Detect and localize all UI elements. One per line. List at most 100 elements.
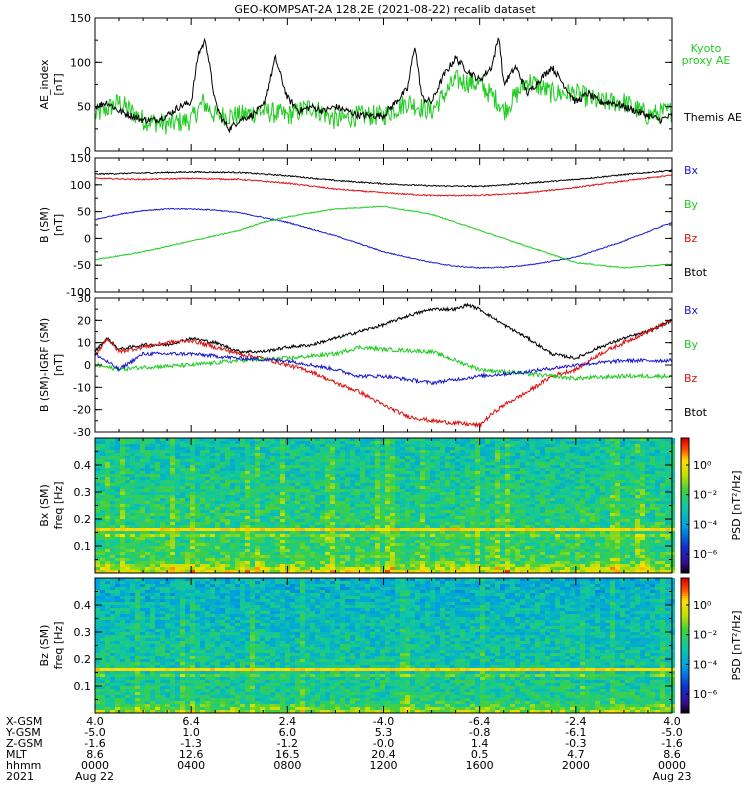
spectrogram-cell <box>210 558 215 561</box>
spectrogram-cell <box>500 510 505 513</box>
spectrogram-cell <box>475 477 480 480</box>
spectrogram-cell <box>390 480 395 483</box>
spectrogram-cell <box>135 549 140 552</box>
spectrogram-cell <box>600 531 605 534</box>
spectrogram-cell <box>395 477 400 480</box>
spectrogram-cell <box>95 507 100 510</box>
spectrogram-cell <box>285 564 290 567</box>
spectrogram-cell <box>435 453 440 456</box>
spectrogram-cell <box>560 483 565 486</box>
spectrogram-cell <box>450 486 455 489</box>
spectrogram-cell <box>190 528 195 531</box>
spectrogram-cell <box>565 561 570 564</box>
spectrogram-cell <box>225 447 230 450</box>
spectrogram-cell <box>395 531 400 534</box>
spectrogram-cell <box>270 498 275 501</box>
spectrogram-cell <box>510 468 515 471</box>
spectrogram-cell <box>395 507 400 510</box>
spectrogram-cell <box>265 477 270 480</box>
spectrogram-cell <box>275 558 280 561</box>
spectrogram-cell <box>275 471 280 474</box>
spectrogram-cell <box>540 546 545 549</box>
y-tick-label: 20 <box>77 314 91 327</box>
spectrogram-cell <box>265 552 270 555</box>
spectrogram-cell <box>105 552 110 555</box>
spectrogram-cell <box>565 534 570 537</box>
spectrogram-cell <box>490 522 495 525</box>
spectrogram-cell <box>285 459 290 462</box>
spectrogram-cell <box>500 504 505 507</box>
spectrogram-cell <box>175 480 180 483</box>
spectrogram-cell <box>435 507 440 510</box>
spectrogram-cell <box>95 468 100 471</box>
spectrogram-cell <box>485 516 490 519</box>
spectrogram-cell <box>475 462 480 465</box>
spectrogram-cell <box>590 522 595 525</box>
spectrogram-cell <box>515 534 520 537</box>
spectrogram-cell <box>330 438 335 441</box>
spectrogram-cell <box>510 465 515 468</box>
spectrogram-cell <box>185 492 190 495</box>
spectrogram-cell <box>420 444 425 447</box>
legend-by: By <box>684 198 699 211</box>
spectrogram-cell <box>430 477 435 480</box>
spectrogram-cell <box>100 528 105 531</box>
spectrogram-cell <box>120 486 125 489</box>
spectrogram-cell <box>495 528 500 531</box>
spectrogram-cell <box>395 522 400 525</box>
spectrogram-cell <box>270 522 275 525</box>
spectrogram-cell <box>260 486 265 489</box>
spectrogram-cell <box>100 567 105 570</box>
spectrogram-cell <box>170 453 175 456</box>
spectrogram-cell <box>225 441 230 444</box>
spectrogram-cell <box>105 555 110 558</box>
spectrogram-cell <box>200 564 205 567</box>
spectrogram-cell <box>285 486 290 489</box>
spectrogram-cell <box>145 471 150 474</box>
spectrogram-cell <box>160 510 165 513</box>
spectrogram-cell <box>505 543 510 546</box>
spectrogram-cell <box>475 459 480 462</box>
spectrogram-cell <box>480 471 485 474</box>
spectrogram-cell <box>390 444 395 447</box>
spectrogram-cell <box>195 471 200 474</box>
spectrogram-cell <box>355 483 360 486</box>
spectrogram-cell <box>235 504 240 507</box>
spectrogram-cell <box>600 453 605 456</box>
spectrogram-cell <box>595 450 600 453</box>
spectrogram-cell <box>330 561 335 564</box>
spectrogram-cell <box>520 510 525 513</box>
spectrogram-cell <box>560 534 565 537</box>
spectrogram-cell <box>95 486 100 489</box>
spectrogram-cell <box>185 546 190 549</box>
spectrogram-cell <box>210 543 215 546</box>
spectrogram-cell <box>530 498 535 501</box>
spectrogram-cell <box>175 525 180 528</box>
spectrogram-cell <box>240 528 245 531</box>
spectrogram-cell <box>615 444 620 447</box>
spectrogram-cell <box>380 561 385 564</box>
spectrogram-cell <box>310 564 315 567</box>
spectrogram-cell <box>610 564 615 567</box>
spectrogram-cell <box>380 459 385 462</box>
spectrogram-cell <box>415 570 420 573</box>
spectrogram-cell <box>375 567 380 570</box>
spectrogram-cell <box>505 456 510 459</box>
spectrogram-cell <box>250 543 255 546</box>
spectrogram-cell <box>520 444 525 447</box>
spectrogram-cell <box>160 438 165 441</box>
spectrogram-cell <box>330 519 335 522</box>
spectrogram-cell <box>510 438 515 441</box>
spectrogram-cell <box>290 531 295 534</box>
spectrogram-cell <box>495 486 500 489</box>
spectrogram-cell <box>265 549 270 552</box>
spectrogram-cell <box>290 552 295 555</box>
spectrogram-cell <box>270 564 275 567</box>
spectrogram-cell <box>420 564 425 567</box>
spectrogram-cell <box>360 471 365 474</box>
spectrogram-cell <box>265 447 270 450</box>
spectrogram-cell <box>505 507 510 510</box>
spectrogram-cell <box>160 504 165 507</box>
spectrogram-cell <box>260 498 265 501</box>
spectrogram-cell <box>390 471 395 474</box>
